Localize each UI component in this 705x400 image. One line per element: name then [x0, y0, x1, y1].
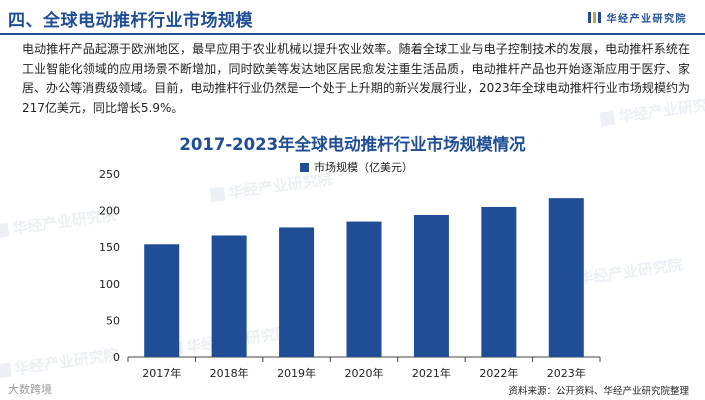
x-tick-label: 2021年	[412, 366, 451, 380]
legend-label: 市场规模（亿美元）	[314, 161, 413, 174]
bar-2022年	[481, 206, 517, 357]
y-tick-label: 150	[99, 241, 120, 254]
x-tick-label: 2020年	[345, 366, 384, 380]
x-tick-label: 2022年	[479, 366, 518, 380]
bar-2020年	[346, 221, 382, 357]
brand-logo: 华经产业研究院	[587, 10, 688, 25]
chart-legend: 市场规模（亿美元）	[300, 159, 413, 175]
x-tick-label: 2018年	[210, 366, 249, 380]
corner-watermark: 大数跨境	[8, 383, 52, 396]
brand-name: 华经产业研究院	[606, 14, 687, 25]
page-title: 四、全球电动推杆行业市场规模	[8, 11, 253, 31]
bar-2021年	[413, 214, 449, 357]
y-tick-label: 250	[99, 168, 120, 181]
brand-logo-icon	[587, 12, 601, 23]
chart-title: 2017-2023年全球电动推杆行业市场规模情况	[179, 135, 526, 154]
intro-paragraph: 电动推杆产品起源于欧洲地区，最早应用于农业机械以提升农业效率。随着全球工业与电子…	[22, 42, 690, 115]
bar-2017年	[144, 244, 180, 357]
header-bar: 四、全球电动推杆行业市场规模 华经产业研究院	[0, 0, 705, 35]
x-tick-label: 2023年	[547, 366, 586, 380]
y-tick-label: 200	[99, 205, 120, 218]
y-tick-label: 0	[113, 351, 120, 364]
x-tick-label: 2017年	[142, 366, 181, 380]
y-tick-label: 100	[99, 278, 120, 291]
legend-swatch	[300, 162, 309, 172]
x-tick-label: 2019年	[277, 366, 316, 380]
y-tick-label: 50	[106, 314, 120, 327]
bar-2018年	[211, 235, 247, 357]
source-note: 资料来源：公开资料、华经产业研究院整理	[508, 386, 689, 397]
bar-2023年	[548, 198, 584, 357]
bar-2019年	[279, 227, 315, 357]
